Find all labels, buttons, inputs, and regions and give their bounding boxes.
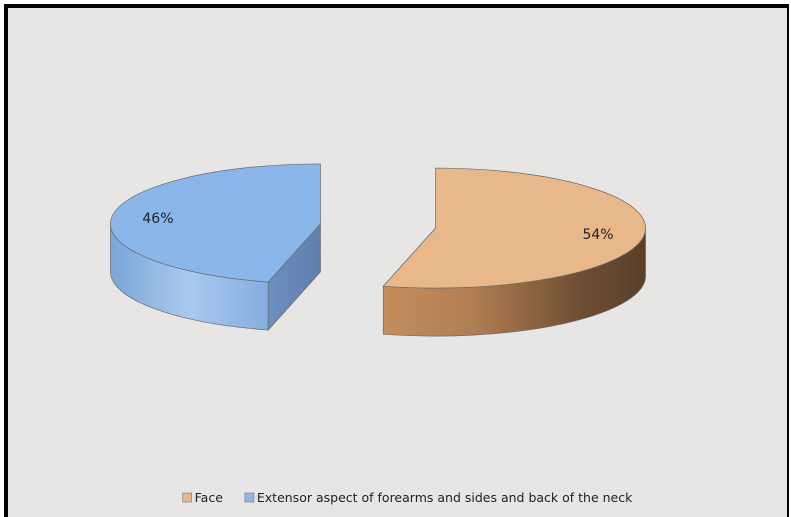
chart-frame: 54% 46% Face Extensor aspect of forearms a… (4, 4, 789, 517)
legend-item-extensor: Extensor aspect of forearms and sides an… (245, 490, 633, 505)
slice-face-data-label: 54% (582, 227, 613, 243)
legend-label: Face (195, 490, 224, 505)
legend-swatch (245, 493, 254, 502)
legend-swatch (183, 493, 192, 502)
legend-label: Extensor aspect of forearms and sides an… (257, 490, 633, 505)
pie-chart: 54% 46% Face Extensor aspect of forearms a… (8, 8, 787, 517)
slice-extensor-data-label: 46% (142, 211, 173, 227)
